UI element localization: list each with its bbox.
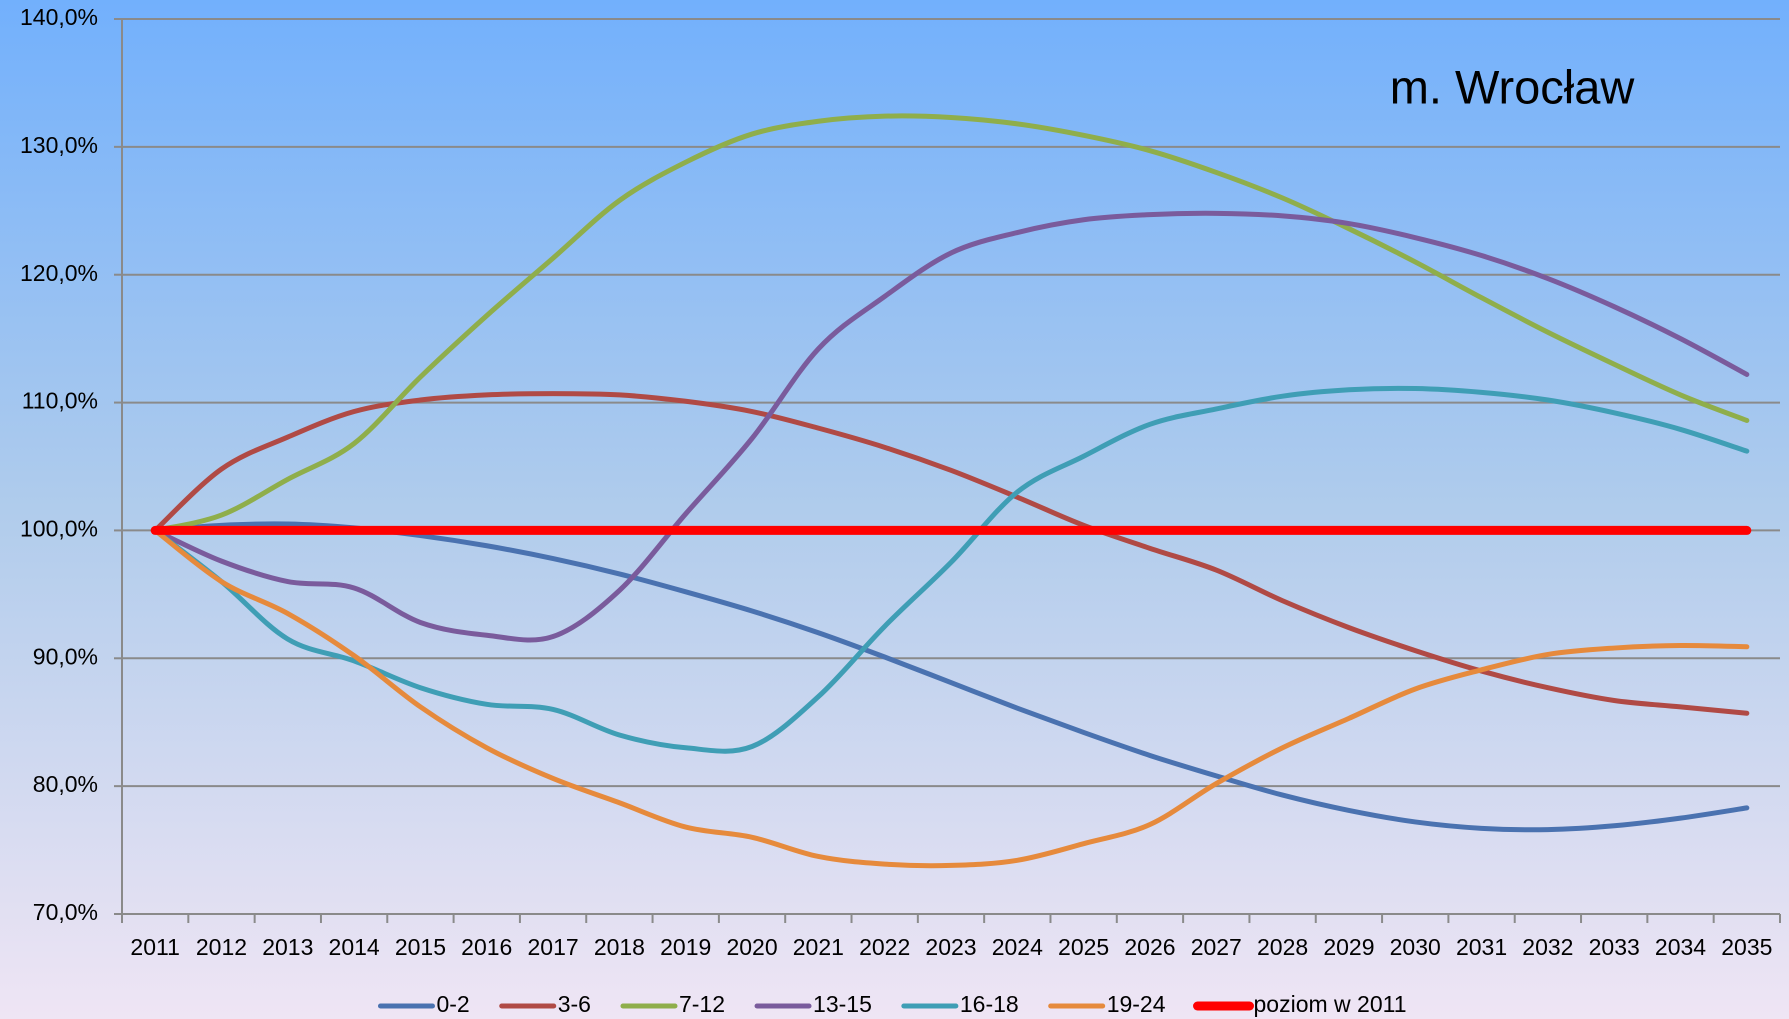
x-tick-label: 2020 (726, 934, 777, 960)
series-line (152, 521, 1750, 833)
x-tick-label: 2014 (329, 934, 380, 960)
series-line (152, 527, 1750, 869)
x-tick-label: 2026 (1124, 934, 1175, 960)
x-tick-label: 2019 (660, 934, 711, 960)
x-tick-label: 2017 (527, 934, 578, 960)
x-tick-label: 2012 (196, 934, 247, 960)
series-line (152, 113, 1750, 533)
x-tick-label: 2023 (925, 934, 976, 960)
x-tick-label: 2015 (395, 934, 446, 960)
x-tick-label: 2033 (1589, 934, 1640, 960)
x-tick-label: 2021 (793, 934, 844, 960)
x-tick-label: 2016 (461, 934, 512, 960)
y-tick-label: 130,0% (20, 132, 98, 158)
y-tick-label: 100,0% (20, 516, 98, 542)
legend-label: 3-6 (558, 991, 591, 1017)
legend-label: poziom w 2011 (1254, 991, 1407, 1017)
x-tick-label: 2013 (262, 934, 313, 960)
x-tick-label: 2022 (859, 934, 910, 960)
y-tick-label: 120,0% (20, 260, 98, 286)
legend-label: 13-15 (813, 991, 872, 1017)
y-tick-label: 140,0% (20, 4, 98, 30)
y-tick-label: 70,0% (33, 899, 98, 925)
legend-label: 7-12 (679, 991, 725, 1017)
x-tick-label: 2029 (1323, 934, 1374, 960)
x-tick-label: 2025 (1058, 934, 1109, 960)
x-tick-label: 2027 (1191, 934, 1242, 960)
legend-label: 0-2 (436, 991, 469, 1017)
x-tick-label: 2030 (1390, 934, 1441, 960)
x-tick-label: 2024 (992, 934, 1043, 960)
x-tick-label: 2028 (1257, 934, 1308, 960)
x-tick-label: 2018 (594, 934, 645, 960)
x-tick-label: 2034 (1655, 934, 1706, 960)
series-line (152, 385, 1750, 754)
x-tick-label: 2031 (1456, 934, 1507, 960)
legend-label: 16-18 (960, 991, 1019, 1017)
legend-label: 19-24 (1107, 991, 1166, 1017)
chart-title: m. Wrocław (1390, 60, 1636, 113)
x-tick-label: 2035 (1721, 934, 1772, 960)
y-tick-label: 90,0% (33, 643, 98, 669)
y-tick-label: 110,0% (22, 388, 98, 414)
x-tick-label: 2011 (130, 934, 179, 960)
y-tick-label: 80,0% (33, 771, 98, 797)
series-line (152, 210, 1750, 643)
x-tick-label: 2032 (1522, 934, 1573, 960)
